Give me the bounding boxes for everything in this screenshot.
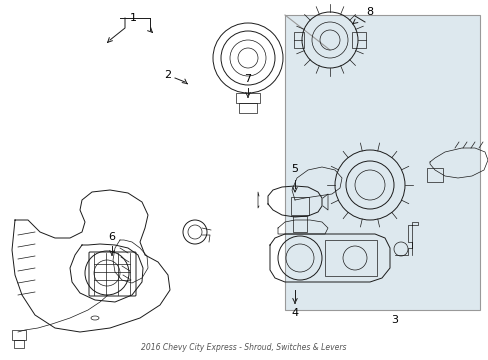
Bar [236,93,260,103]
Text: 2: 2 [164,70,171,80]
Text: 2016 Chevy City Express - Shroud, Switches & Levers: 2016 Chevy City Express - Shroud, Switch… [141,343,346,352]
FancyBboxPatch shape [285,15,479,310]
Bar [293,32,304,48]
Text: 8: 8 [366,7,373,17]
Bar [239,103,257,113]
Text: 5: 5 [291,164,298,174]
Bar [292,216,306,232]
Bar [12,330,26,340]
Bar [351,32,365,48]
Text: 1: 1 [130,13,137,23]
Bar [426,168,442,182]
Bar [14,340,24,348]
Text: 3: 3 [391,315,398,325]
Text: 4: 4 [291,308,298,318]
Bar [325,240,376,276]
Bar [290,197,308,215]
Text: 7: 7 [244,74,251,84]
Text: 6: 6 [108,232,115,242]
